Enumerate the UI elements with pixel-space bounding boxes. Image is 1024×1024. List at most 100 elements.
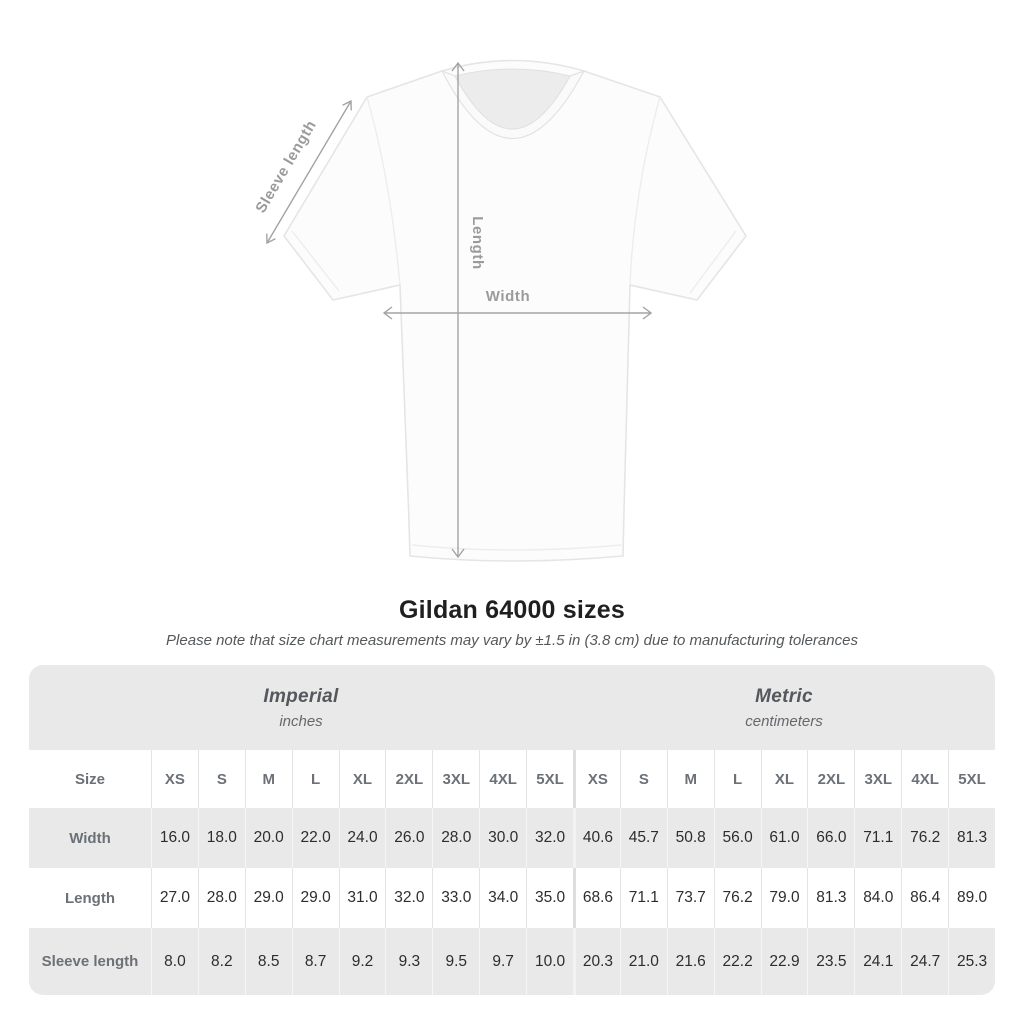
- metric-value-cell: 81.3: [807, 868, 855, 928]
- left-sleeve-hem: [291, 230, 340, 292]
- metric-size-header: M: [666, 750, 714, 808]
- imperial-value-cell: 26.0: [385, 808, 433, 868]
- imperial-size-header: 2XL: [385, 750, 433, 808]
- imperial-size-header: 5XL: [526, 750, 573, 808]
- imperial-value-cell: 16.0: [151, 808, 198, 868]
- metric-value-cell: 66.0: [807, 808, 855, 868]
- metric-value-cell: 24.1: [854, 928, 902, 995]
- metric-size-header: XS: [573, 750, 620, 808]
- imperial-value-cell: 20.0: [244, 808, 292, 868]
- metric-value-cell: 71.1: [619, 868, 667, 928]
- metric-size-header: 3XL: [854, 750, 902, 808]
- imperial-value-cell: 10.0: [526, 928, 573, 995]
- metric-value-cell: 84.0: [854, 868, 902, 928]
- metric-value-cell: 71.1: [854, 808, 902, 868]
- metric-value-cell: 86.4: [901, 868, 949, 928]
- imperial-value-cell: 8.0: [151, 928, 198, 995]
- metric-value-cell: 76.2: [713, 868, 761, 928]
- tshirt-graphic: [283, 59, 747, 562]
- imperial-size-header: 3XL: [432, 750, 480, 808]
- imperial-value-cell: 33.0: [432, 868, 480, 928]
- imperial-value-cell: 28.0: [197, 868, 245, 928]
- tshirt-measurement-diagram: Length Width Sleeve length: [252, 59, 747, 562]
- metric-value-cell: 22.2: [713, 928, 761, 995]
- metric-value-cell: 68.6: [573, 868, 620, 928]
- imperial-value-cell: 8.2: [197, 928, 245, 995]
- imperial-value-cell: 9.3: [385, 928, 433, 995]
- imperial-value-cell: 8.7: [291, 928, 339, 995]
- width-label: Width: [486, 288, 531, 305]
- metric-size-header: L: [713, 750, 761, 808]
- metric-value-cell: 61.0: [760, 808, 808, 868]
- imperial-band-unit: inches: [279, 712, 323, 730]
- metric-band: Metric centimeters: [573, 665, 995, 750]
- imperial-band: Imperial inches: [29, 665, 573, 750]
- metric-value-cell: 25.3: [948, 928, 995, 995]
- imperial-size-header: L: [291, 750, 339, 808]
- metric-size-header: 5XL: [948, 750, 995, 808]
- imperial-value-cell: 32.0: [526, 808, 573, 868]
- imperial-value-cell: 30.0: [479, 808, 527, 868]
- imperial-value-cell: 8.5: [244, 928, 292, 995]
- metric-size-header: XL: [760, 750, 808, 808]
- imperial-value-cell: 29.0: [291, 868, 339, 928]
- metric-band-title: Metric: [755, 685, 813, 707]
- tshirt-diagram-svg: Length Width Sleeve length: [252, 59, 747, 562]
- length-arrow: [451, 61, 465, 559]
- metric-band-unit: centimeters: [745, 712, 823, 730]
- collar-ribbing: [440, 69, 586, 140]
- imperial-value-cell: 32.0: [385, 868, 433, 928]
- imperial-size-header: 4XL: [479, 750, 527, 808]
- width-arrow: [382, 306, 653, 320]
- metric-value-cell: 89.0: [948, 868, 995, 928]
- imperial-value-cell: 35.0: [526, 868, 573, 928]
- imperial-size-header: XL: [338, 750, 386, 808]
- row-label: Sleeve length: [29, 928, 151, 995]
- metric-size-header: S: [619, 750, 667, 808]
- imperial-value-cell: 31.0: [338, 868, 386, 928]
- metric-value-cell: 22.9: [760, 928, 808, 995]
- imperial-value-cell: 9.7: [479, 928, 527, 995]
- imperial-size-header: S: [197, 750, 245, 808]
- metric-value-cell: 81.3: [948, 808, 995, 868]
- metric-value-cell: 20.3: [573, 928, 620, 995]
- page-title: Gildan 64000 sizes: [399, 596, 625, 624]
- metric-value-cell: 50.8: [666, 808, 714, 868]
- imperial-value-cell: 9.2: [338, 928, 386, 995]
- metric-value-cell: 21.0: [619, 928, 667, 995]
- metric-value-cell: 73.7: [666, 868, 714, 928]
- metric-value-cell: 56.0: [713, 808, 761, 868]
- metric-value-cell: 45.7: [619, 808, 667, 868]
- metric-value-cell: 40.6: [573, 808, 620, 868]
- imperial-band-title: Imperial: [263, 685, 339, 707]
- tolerance-note: Please note that size chart measurements…: [166, 632, 858, 649]
- imperial-value-cell: 18.0: [197, 808, 245, 868]
- imperial-value-cell: 34.0: [479, 868, 527, 928]
- imperial-value-cell: 22.0: [291, 808, 339, 868]
- metric-value-cell: 24.7: [901, 928, 949, 995]
- imperial-value-cell: 29.0: [244, 868, 292, 928]
- imperial-value-cell: 28.0: [432, 808, 480, 868]
- metric-value-cell: 21.6: [666, 928, 714, 995]
- tshirt-body: [283, 59, 747, 562]
- size-grid: Imperial inches Metric centimeters Size X…: [29, 665, 995, 995]
- metric-value-cell: 76.2: [901, 808, 949, 868]
- size-corner-header: Size: [29, 750, 151, 808]
- heading-block: Gildan 64000 sizes Please note that size…: [0, 596, 1024, 649]
- length-label: Length: [469, 216, 486, 270]
- imperial-size-header: M: [244, 750, 292, 808]
- bottom-hem-stitch: [411, 544, 622, 551]
- imperial-value-cell: 27.0: [151, 868, 198, 928]
- imperial-size-header: XS: [151, 750, 198, 808]
- right-armhole-seam: [629, 96, 661, 286]
- imperial-value-cell: 9.5: [432, 928, 480, 995]
- metric-value-cell: 79.0: [760, 868, 808, 928]
- left-armhole-seam: [366, 96, 401, 286]
- size-chart-table: Imperial inches Metric centimeters Size X…: [29, 665, 995, 995]
- metric-value-cell: 23.5: [807, 928, 855, 995]
- sleeve-length-arrow: [266, 99, 352, 245]
- right-sleeve-hem: [689, 230, 737, 294]
- row-label: Width: [29, 808, 151, 868]
- metric-size-header: 4XL: [901, 750, 949, 808]
- metric-size-header: 2XL: [807, 750, 855, 808]
